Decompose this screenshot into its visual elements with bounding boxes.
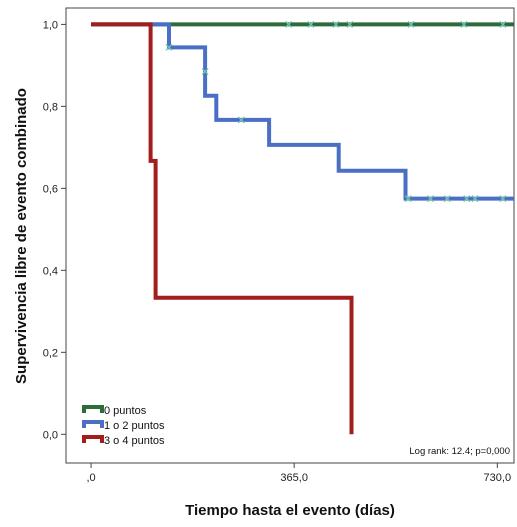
legend-swatch [82,420,104,428]
legend-label: 1 o 2 puntos [104,420,165,432]
series-layer [91,20,514,435]
x-axis-ticks: ,0 365,0 730,0 [86,463,511,484]
y-tick-label: 0,0 [43,429,58,441]
censor-mark [463,195,471,203]
y-tick-label: 0,6 [43,183,58,195]
legend-item: 3 o 4 puntos [82,435,165,447]
legend-label: 0 puntos [104,405,147,417]
censor-mark [332,20,340,28]
censor-mark [407,20,415,28]
x-tick-label: ,0 [86,472,95,484]
censor-mark [237,116,245,124]
censor-mark [427,195,434,203]
y-tick-label: 1,0 [43,19,58,31]
y-tick-label: 0,4 [43,265,58,277]
x-axis-title: Tiempo hasta el evento (días) [185,502,395,519]
censor-mark [285,20,293,28]
log-rank-annotation: Log rank: 12.4; p=0,000 [409,446,510,457]
censor-mark [201,68,209,75]
legend-swatch [82,435,104,443]
series-line-1 [91,22,514,201]
censor-mark [165,43,173,51]
legend-swatch [82,405,104,413]
legend-label: 3 o 4 puntos [104,435,165,447]
x-tick-label: 730,0 [484,472,512,484]
censor-mark [471,195,479,203]
plot-area [65,7,515,464]
censor-mark [307,20,315,28]
legend-item: 1 o 2 puntos [82,420,165,432]
censor-mark [404,195,412,203]
censor-mark [443,195,451,203]
censor-mark [499,195,507,203]
y-axis-ticks: 0,0 0,2 0,4 0,6 0,8 1,0 [43,19,66,441]
legend: 0 puntos 1 o 2 puntos 3 o 4 puntos [82,405,165,447]
x-tick-label: 365,0 [280,472,308,484]
censor-mark [499,20,507,28]
y-axis-title: Supervivencia libre de evento combinado [13,88,30,384]
series-line-2 [91,22,354,435]
y-tick-label: 0,2 [43,347,58,359]
y-tick-label: 0,8 [43,101,58,113]
censor-mark [346,20,354,28]
censor-mark [460,20,468,28]
legend-item: 0 puntos [82,405,147,417]
